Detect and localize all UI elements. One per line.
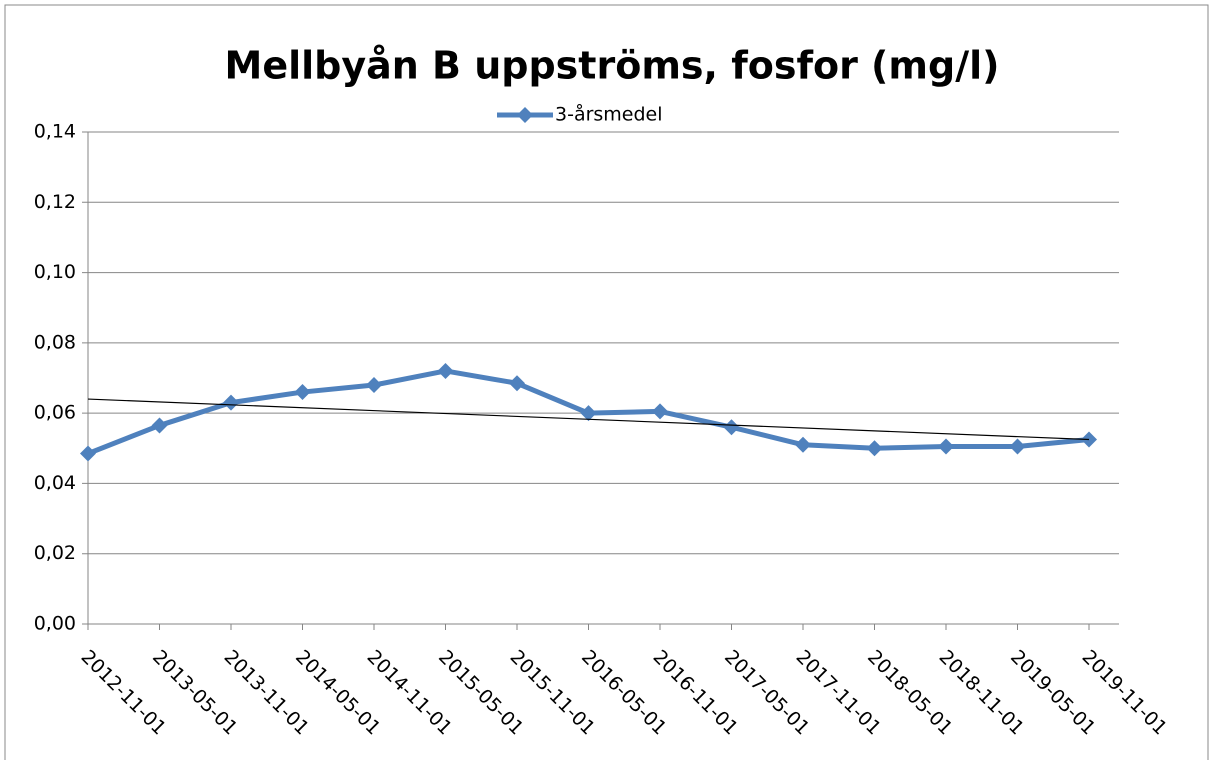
legend-marker bbox=[517, 107, 533, 123]
y-tick-label: 0,00 bbox=[34, 613, 76, 635]
trend-line bbox=[87, 398, 1090, 441]
point-marker bbox=[223, 394, 239, 411]
point-marker bbox=[80, 445, 96, 462]
point-marker bbox=[652, 403, 668, 420]
point-marker bbox=[151, 417, 168, 434]
point-marker bbox=[723, 419, 740, 436]
y-tick-label: 0,12 bbox=[34, 191, 76, 213]
y-tick-label: 0,08 bbox=[34, 331, 76, 353]
point-marker bbox=[366, 377, 382, 394]
point-marker bbox=[580, 405, 597, 422]
chart-title: Mellbyån B uppströms, fosfor (mg/l) bbox=[225, 44, 1000, 88]
y-tick-label: 0,14 bbox=[34, 121, 76, 143]
y-tick-label: 0,06 bbox=[34, 402, 76, 424]
y-tick-label: 0,04 bbox=[34, 472, 76, 494]
point-marker bbox=[1009, 438, 1026, 455]
point-marker bbox=[437, 362, 454, 379]
legend-label: 3-årsmedel bbox=[555, 103, 663, 126]
point-marker bbox=[866, 440, 883, 457]
point-marker bbox=[938, 438, 954, 455]
point-marker bbox=[795, 436, 811, 453]
point-marker bbox=[294, 384, 311, 401]
y-tick-label: 0,02 bbox=[34, 542, 76, 564]
y-tick-label: 0,10 bbox=[34, 261, 76, 283]
point-marker bbox=[509, 375, 525, 392]
